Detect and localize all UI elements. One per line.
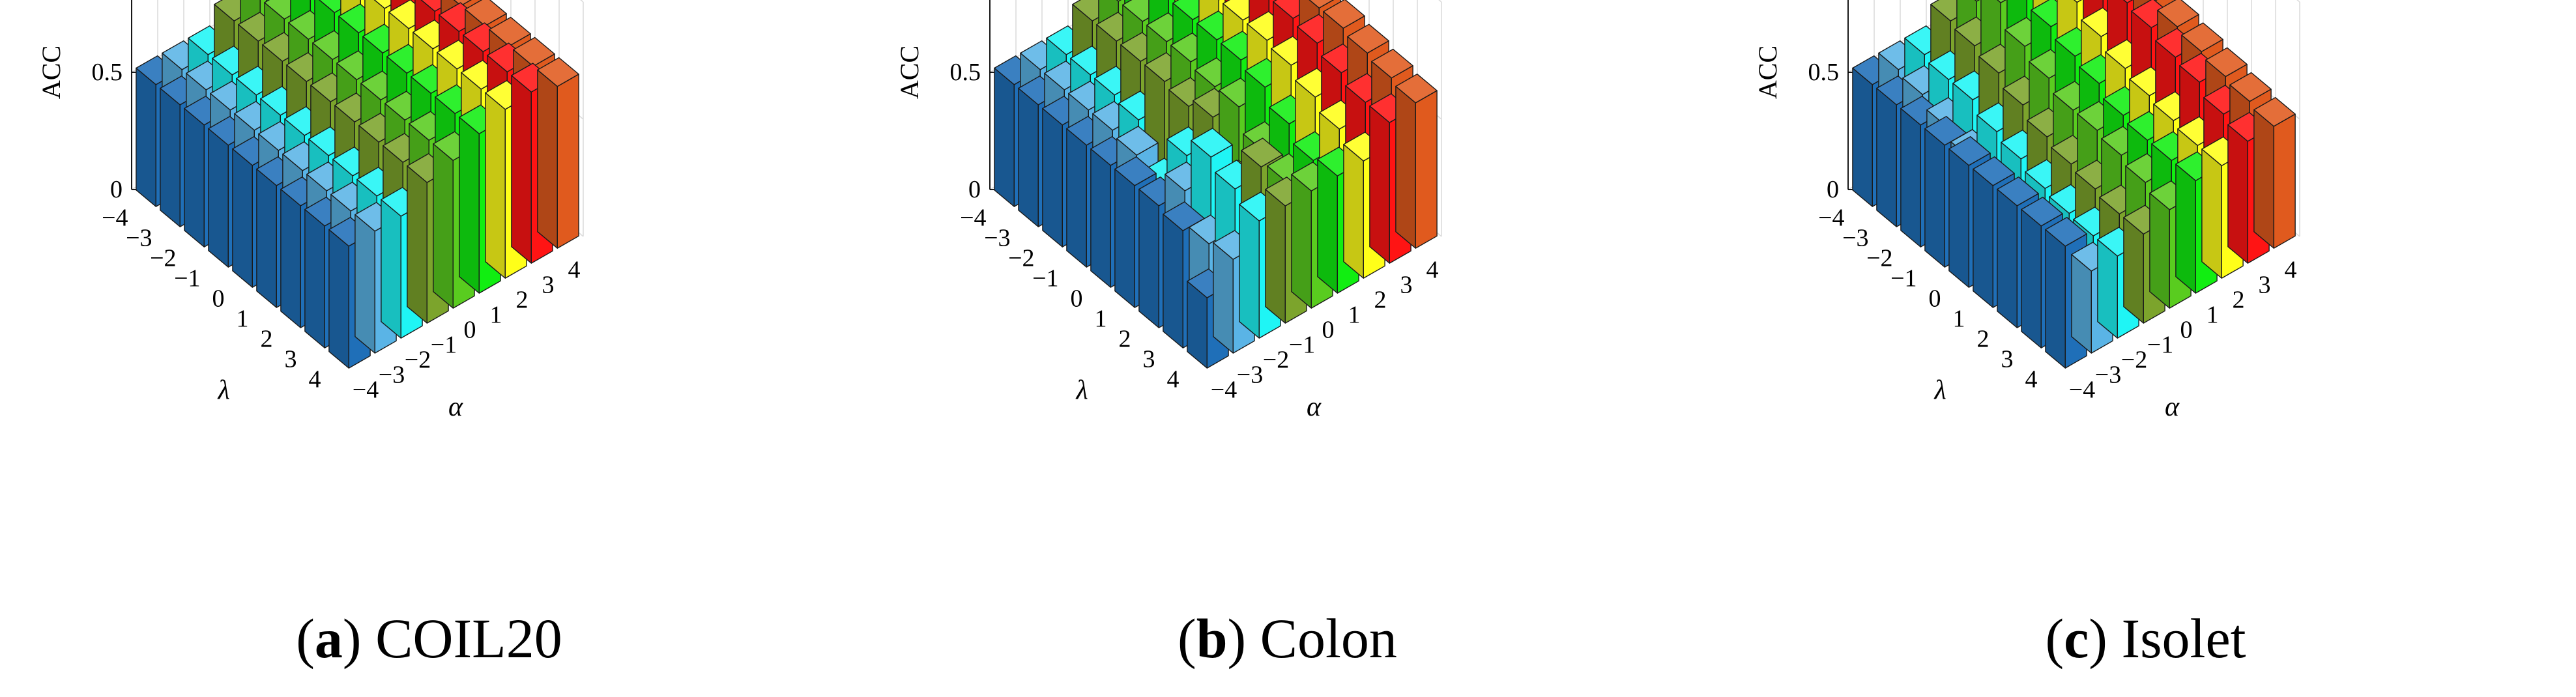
alpha-tick-label: 4 xyxy=(2285,257,2297,284)
z-axis-label: ACC xyxy=(36,46,66,99)
lambda-tick-label: 0 xyxy=(1929,285,1941,313)
caption-c-letter: c xyxy=(2064,607,2089,670)
lambda-tick-label: 3 xyxy=(285,346,297,373)
bar-b-alpha-4-lambda-4 xyxy=(1395,73,1438,249)
caption-c-text: Isolet xyxy=(2121,607,2246,670)
lambda-tick-label: −3 xyxy=(984,225,1010,252)
alpha-tick-label: 2 xyxy=(1374,287,1387,314)
caption-c: (c) Isolet xyxy=(2045,607,2246,670)
lambda-tick-label: −4 xyxy=(960,205,986,232)
alpha-tick-label: −4 xyxy=(353,377,379,404)
alpha-tick-label: 3 xyxy=(2259,272,2271,299)
lambda-tick-label: −1 xyxy=(1890,265,1917,292)
alpha-tick-label: 3 xyxy=(542,272,555,299)
lambda-tick-label: −4 xyxy=(102,205,128,232)
lambda-tick-label: 0 xyxy=(212,285,225,313)
caption-b-letter: b xyxy=(1196,607,1228,670)
alpha-tick-label: −2 xyxy=(1263,347,1289,374)
lambda-tick-label: −3 xyxy=(126,225,152,252)
caption-a-text: COIL20 xyxy=(375,607,562,670)
bar-a-alpha-4-lambda-4 xyxy=(537,57,579,249)
lambda-tick-label: 2 xyxy=(1977,326,1990,353)
alpha-tick-label: 0 xyxy=(464,317,476,344)
caption-b: (b) Colon xyxy=(1178,607,1397,670)
z-tick-label: 0.5 xyxy=(950,59,981,86)
alpha-tick-label: 0 xyxy=(2180,317,2193,344)
lambda-tick-label: −1 xyxy=(1032,265,1058,292)
z-tick-label: 0 xyxy=(968,176,981,203)
alpha-tick-label: −2 xyxy=(2121,347,2147,374)
lambda-tick-label: 1 xyxy=(1953,306,1965,333)
alpha-tick-label: −4 xyxy=(1211,377,1237,404)
alpha-tick-label: −1 xyxy=(1289,332,1315,359)
alpha-tick-label: 1 xyxy=(490,302,502,329)
alpha-tick-label: −3 xyxy=(379,362,405,389)
alpha-tick-label: 3 xyxy=(1400,272,1413,299)
bars xyxy=(1852,0,2296,369)
alpha-tick-label: 1 xyxy=(2207,302,2219,329)
alpha-tick-label: −1 xyxy=(2147,332,2173,359)
z-tick-label: 0.5 xyxy=(1808,59,1840,86)
alpha-tick-label: 4 xyxy=(568,257,581,284)
alpha-axis-label: α xyxy=(1307,392,1322,422)
z-axis-label: ACC xyxy=(895,46,924,99)
z-tick-label: 0 xyxy=(1827,176,1839,203)
alpha-tick-label: −1 xyxy=(431,332,457,359)
lambda-tick-label: −3 xyxy=(1842,225,1868,252)
lambda-tick-label: −2 xyxy=(1008,245,1034,272)
lambda-axis-label: λ xyxy=(216,375,229,405)
alpha-tick-label: −2 xyxy=(405,347,431,374)
alpha-axis-label: α xyxy=(2165,392,2180,422)
lambda-tick-label: 0 xyxy=(1071,285,1083,313)
bars xyxy=(994,0,1438,369)
lambda-tick-label: 2 xyxy=(261,326,273,353)
lambda-tick-label: 3 xyxy=(1143,346,1155,373)
lambda-tick-label: 4 xyxy=(309,366,321,393)
caption-a-letter: a xyxy=(314,607,343,670)
lambda-tick-label: 4 xyxy=(2025,366,2038,393)
bars xyxy=(136,0,579,369)
lambda-tick-label: −2 xyxy=(1866,245,1892,272)
lambda-tick-label: −1 xyxy=(174,265,200,292)
z-tick-label: 0 xyxy=(110,176,123,203)
lambda-tick-label: −2 xyxy=(150,245,176,272)
z-axis-label: ACC xyxy=(1753,46,1782,99)
caption-a: (a) COIL20 xyxy=(296,607,562,670)
alpha-tick-label: 0 xyxy=(1322,317,1335,344)
lambda-axis-label: λ xyxy=(1075,375,1088,405)
lambda-axis-label: λ xyxy=(1933,375,1946,405)
alpha-tick-label: 2 xyxy=(2233,287,2245,314)
alpha-tick-label: 4 xyxy=(1426,257,1439,284)
lambda-tick-label: 1 xyxy=(237,306,249,333)
bar-c-alpha-4-lambda-4 xyxy=(2253,96,2296,249)
lambda-tick-label: −4 xyxy=(1818,205,1844,232)
lambda-tick-label: 1 xyxy=(1095,306,1107,333)
z-tick-label: 0.5 xyxy=(92,59,123,86)
alpha-tick-label: 1 xyxy=(1348,302,1361,329)
lambda-tick-label: 3 xyxy=(2001,346,2014,373)
caption-b-text: Colon xyxy=(1260,607,1397,670)
alpha-tick-label: −3 xyxy=(2095,362,2121,389)
alpha-tick-label: 2 xyxy=(516,287,528,314)
alpha-tick-label: −3 xyxy=(1237,362,1263,389)
alpha-tick-label: −4 xyxy=(2069,377,2095,404)
lambda-tick-label: 4 xyxy=(1167,366,1179,393)
alpha-axis-label: α xyxy=(448,392,463,422)
lambda-tick-label: 2 xyxy=(1119,326,1131,353)
